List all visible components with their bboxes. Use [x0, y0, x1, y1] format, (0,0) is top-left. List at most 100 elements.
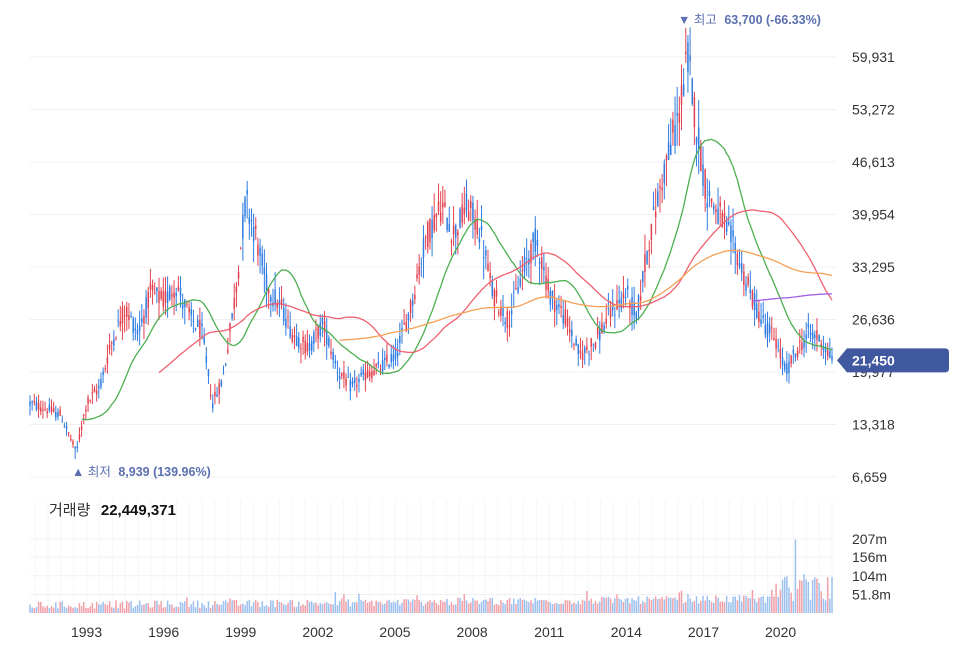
candle-body: [768, 324, 771, 334]
volume-bar: [153, 600, 156, 613]
candle-body: [166, 291, 169, 303]
volume-bar: [366, 602, 369, 613]
volume-bar: [409, 602, 412, 613]
volume-bar: [252, 601, 255, 613]
volume-bar: [349, 606, 352, 613]
candle-body: [358, 378, 360, 383]
volume-bar: [734, 596, 736, 613]
candle-body: [55, 412, 57, 418]
volume-bar: [607, 596, 610, 613]
moving-average-line: [158, 209, 833, 374]
volume-bar: [775, 583, 777, 613]
volume-bar: [46, 605, 48, 613]
candle-body: [594, 342, 597, 348]
volume-bar: [175, 606, 177, 613]
volume-bar: [790, 592, 792, 613]
candle-body: [308, 343, 311, 351]
candle-body: [33, 400, 36, 403]
volume-bar: [474, 600, 476, 613]
candle-body: [730, 225, 732, 243]
moving-average-line: [752, 293, 832, 302]
volume-bar: [416, 595, 418, 613]
volume-bar: [573, 602, 575, 613]
candle-body: [803, 340, 805, 348]
candle-body: [375, 364, 377, 367]
volume-bar: [596, 603, 599, 613]
candle-body: [685, 51, 687, 55]
volume-bar: [263, 606, 266, 613]
candle-body: [227, 349, 229, 353]
volume-bar: [171, 604, 173, 613]
candle-body: [274, 289, 276, 305]
volume-bar: [379, 601, 382, 613]
volume-bar: [401, 602, 403, 613]
candle-body: [362, 369, 365, 375]
candle-body: [459, 208, 461, 228]
candle-body: [420, 263, 423, 265]
low-value-label: 8,939 (139.96%): [118, 465, 210, 479]
price-tick-label: 39,954: [852, 207, 895, 223]
volume-bar: [308, 601, 311, 613]
volume-bar: [543, 600, 545, 613]
candle-body: [646, 251, 648, 264]
volume-bar: [246, 601, 248, 613]
candle-body: [405, 322, 408, 332]
candle-body: [571, 329, 573, 337]
candle-body: [824, 348, 827, 353]
candle-body: [695, 137, 698, 144]
volume-bar: [697, 603, 700, 613]
candle-body: [343, 371, 345, 379]
candle-body: [723, 213, 726, 218]
volume-bar: [706, 595, 709, 613]
candle-body: [416, 274, 418, 279]
candle-body: [534, 228, 537, 252]
volume-bar: [37, 601, 40, 613]
candle-body: [463, 207, 466, 215]
candle-body: [631, 296, 633, 316]
volume-bar: [276, 599, 279, 613]
volume-bar: [693, 601, 696, 613]
volume-bar: [571, 603, 573, 613]
volume-bar: [91, 602, 94, 613]
volume-bar: [749, 598, 752, 613]
volume-bar: [420, 601, 423, 613]
candle-body: [76, 446, 79, 449]
volume-bar: [239, 604, 242, 613]
volume-bar: [368, 601, 371, 613]
candle-body: [568, 329, 571, 333]
volume-bar: [433, 600, 435, 613]
svg-text:▼ 최고 63,700 (-66.33%): ▼ 최고 63,700 (-66.33%): [678, 11, 821, 28]
volume-bar: [454, 604, 457, 613]
volume-bar: [667, 597, 670, 613]
volume-bar: [123, 608, 126, 613]
candle-body: [629, 302, 631, 309]
volume-bar: [244, 605, 246, 613]
candle-body: [779, 348, 782, 359]
candle-body: [392, 354, 395, 361]
volume-bar: [147, 603, 150, 613]
volume-bar: [798, 579, 801, 613]
volume-bar: [779, 589, 782, 613]
candle-body: [474, 218, 476, 230]
candle-body: [725, 220, 728, 232]
volume-bar: [760, 596, 762, 613]
volume-bar: [300, 605, 302, 613]
volume-bar: [715, 595, 717, 613]
candle-body: [83, 414, 85, 416]
volume-bar: [814, 577, 816, 613]
candle-body: [822, 346, 825, 351]
volume-bar: [480, 601, 483, 613]
volume-bar: [601, 596, 603, 613]
candle-body: [418, 266, 420, 275]
candle-body: [59, 409, 61, 416]
volume-bar: [650, 600, 653, 613]
candle-body: [530, 244, 532, 264]
volume-bar: [442, 601, 444, 613]
candle-body: [502, 306, 504, 317]
volume-bar: [590, 598, 592, 613]
candle-body: [712, 205, 715, 210]
candle-body: [113, 339, 115, 346]
candle-body: [104, 367, 107, 369]
candle-body: [192, 321, 195, 323]
volume-bar: [611, 602, 614, 613]
